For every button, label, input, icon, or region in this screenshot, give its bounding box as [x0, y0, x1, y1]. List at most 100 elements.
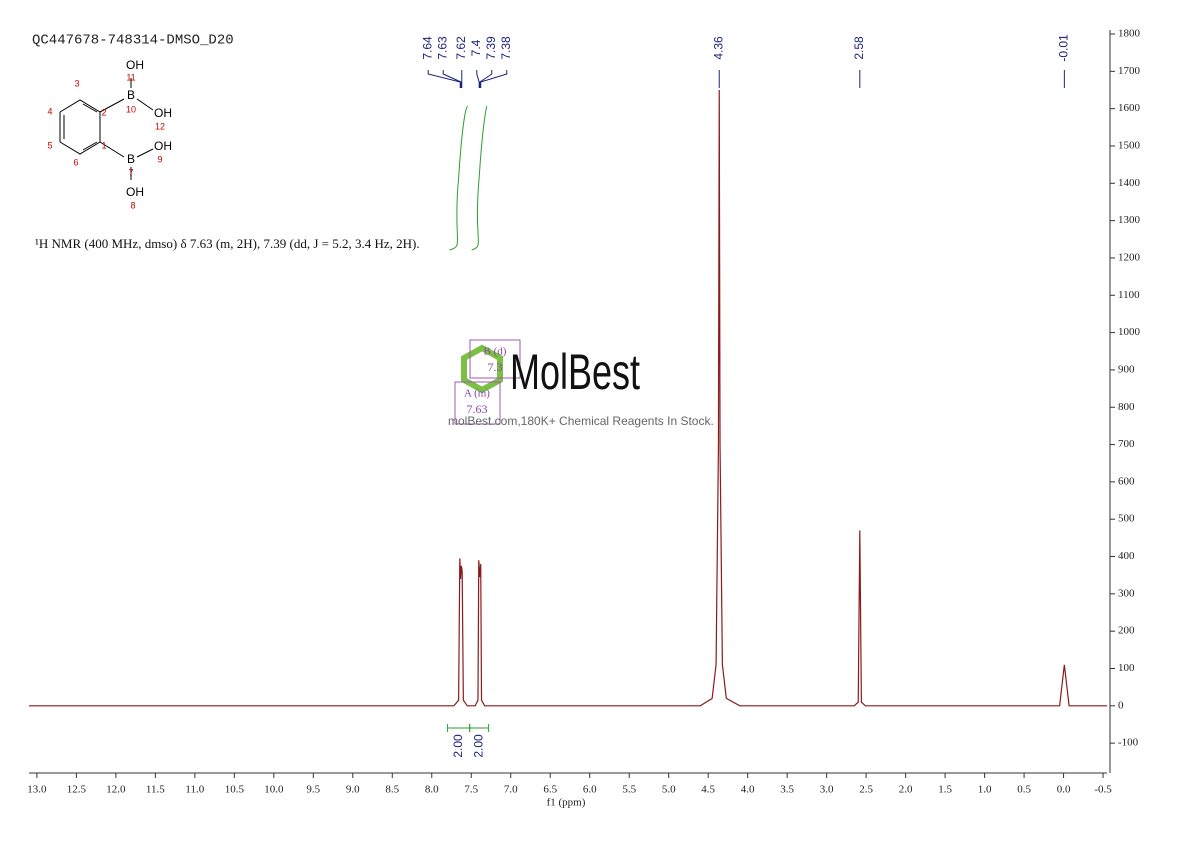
y-tick-label: 1400 — [1118, 177, 1141, 189]
y-tick-label: 1600 — [1118, 102, 1141, 114]
description: ¹H NMR (400 MHz, dmso) δ 7.63 (m, 2H), 7… — [35, 236, 420, 251]
spectrum-line — [29, 89, 1107, 707]
x-tick-label: 9.5 — [306, 784, 320, 796]
y-tick-label: 1500 — [1118, 140, 1141, 152]
x-tick-label: 7.5 — [464, 784, 478, 796]
atom-label: OH — [126, 185, 144, 199]
integral-bracket — [447, 724, 471, 732]
peak-label-leader — [480, 70, 508, 88]
atom-number: 6 — [73, 157, 78, 167]
x-tick-label: 10.0 — [264, 784, 284, 796]
bond — [136, 98, 154, 111]
atom-number: 5 — [47, 140, 52, 150]
x-tick-label: 4.5 — [701, 784, 715, 796]
x-tick-label: 12.0 — [106, 784, 126, 796]
integral-curve — [449, 105, 469, 251]
peak-label: 7.62 — [454, 36, 468, 60]
peak-label-leader — [476, 70, 480, 88]
atom-label: OH — [154, 106, 172, 120]
atom-number: 9 — [157, 154, 162, 164]
y-tick-label: 900 — [1118, 363, 1135, 375]
multiplet-shift: 7.3 — [488, 360, 503, 374]
integral-label: 2.00 — [451, 734, 465, 758]
y-tick-label: 1100 — [1118, 289, 1140, 301]
watermark-tagline: molBest.com,180K+ Chemical Reagents In S… — [448, 414, 714, 428]
peak-label: 4.36 — [711, 36, 725, 60]
y-tick-label: 100 — [1118, 662, 1135, 674]
x-tick-label: 2.5 — [859, 784, 873, 796]
x-tick-label: 11.0 — [185, 784, 204, 796]
atom-label: OH — [154, 139, 172, 153]
bond — [82, 141, 98, 151]
ring — [59, 99, 101, 155]
peak-label-leader — [442, 70, 462, 88]
multiplet-label: B (d) — [484, 346, 507, 358]
watermark-logo — [461, 344, 503, 394]
atom-number: 10 — [126, 104, 136, 114]
y-tick-label: -100 — [1118, 737, 1139, 749]
integral-bracket — [469, 724, 490, 732]
x-axis-label: f1 (ppm) — [547, 797, 586, 809]
x-tick-label: 0.5 — [1017, 784, 1031, 796]
x-tick-label: 10.5 — [225, 784, 245, 796]
peak-label-leader — [427, 70, 461, 88]
x-tick-label: 1.5 — [938, 784, 952, 796]
integral-label: 2.00 — [471, 734, 485, 758]
atom-number: 1 — [101, 140, 106, 150]
y-tick-label: 800 — [1118, 401, 1135, 413]
x-tick-label: 6.0 — [583, 784, 597, 796]
y-tick-label: 700 — [1118, 438, 1135, 450]
watermark-brand: MolBest — [510, 346, 640, 401]
y-tick-label: 300 — [1118, 587, 1135, 599]
bond — [99, 141, 125, 158]
chart-title: QC447678-748314-DMSO_D20 — [32, 33, 234, 49]
x-tick-label: 4.0 — [741, 784, 755, 796]
atom-label: B — [127, 152, 135, 166]
peak-label: 7.38 — [499, 36, 513, 60]
x-tick-label: 12.5 — [67, 784, 87, 796]
x-tick-label: 8.0 — [425, 784, 439, 796]
peak-label: 7.63 — [435, 36, 449, 60]
x-tick-label: 0.0 — [1057, 784, 1071, 796]
bond — [99, 98, 125, 113]
x-tick-label: 7.0 — [504, 784, 518, 796]
atom-number: 7 — [128, 167, 133, 177]
atom-number: 4 — [47, 106, 52, 116]
peak-label: 7.64 — [420, 36, 434, 60]
x-tick-label: -0.5 — [1094, 784, 1112, 796]
x-tick-label: 3.0 — [820, 784, 834, 796]
x-tick-label: 5.0 — [662, 784, 676, 796]
peak-label: 2.58 — [852, 36, 866, 60]
x-tick-label: 5.5 — [622, 784, 636, 796]
atom-number: 2 — [101, 107, 106, 117]
peak-label: -0.01 — [1057, 34, 1071, 62]
integral-curve — [471, 105, 488, 251]
y-tick-label: 0 — [1118, 699, 1124, 711]
multiplet-box — [454, 381, 501, 425]
atom-number: 11 — [126, 72, 135, 82]
y-tick-label: 500 — [1118, 513, 1135, 525]
structure-labels: OH 11 B 10 OH 12 OH 9 B 7 OH 8 3 2 4 1 5… — [47, 58, 172, 210]
bond — [136, 148, 154, 158]
x-tick-label: 1.0 — [978, 784, 992, 796]
y-tick-label: 1700 — [1118, 65, 1141, 77]
multiplet-box — [469, 339, 521, 379]
x-tick-label: 8.5 — [385, 784, 399, 796]
bond — [82, 103, 98, 113]
atom-number: 8 — [130, 200, 135, 210]
x-tick-label: 2.0 — [899, 784, 913, 796]
watermark: B (d) 7.3 A (m) 7.63 MolBest molBest.com… — [448, 339, 714, 428]
structure — [59, 78, 154, 180]
peak-label: 7.39 — [484, 36, 498, 60]
y-tick-label: 1800 — [1118, 28, 1141, 40]
atom-number: 3 — [74, 78, 79, 88]
peak-label: 7.4 — [469, 39, 483, 56]
peak-label-leader — [479, 70, 493, 88]
x-tick-label: 3.5 — [780, 784, 794, 796]
y-tick-label: 600 — [1118, 475, 1135, 487]
atom-number: 12 — [155, 121, 165, 131]
x-tick-label: 6.5 — [543, 784, 557, 796]
y-tick-label: 200 — [1118, 625, 1135, 637]
atom-label: OH — [126, 58, 144, 72]
